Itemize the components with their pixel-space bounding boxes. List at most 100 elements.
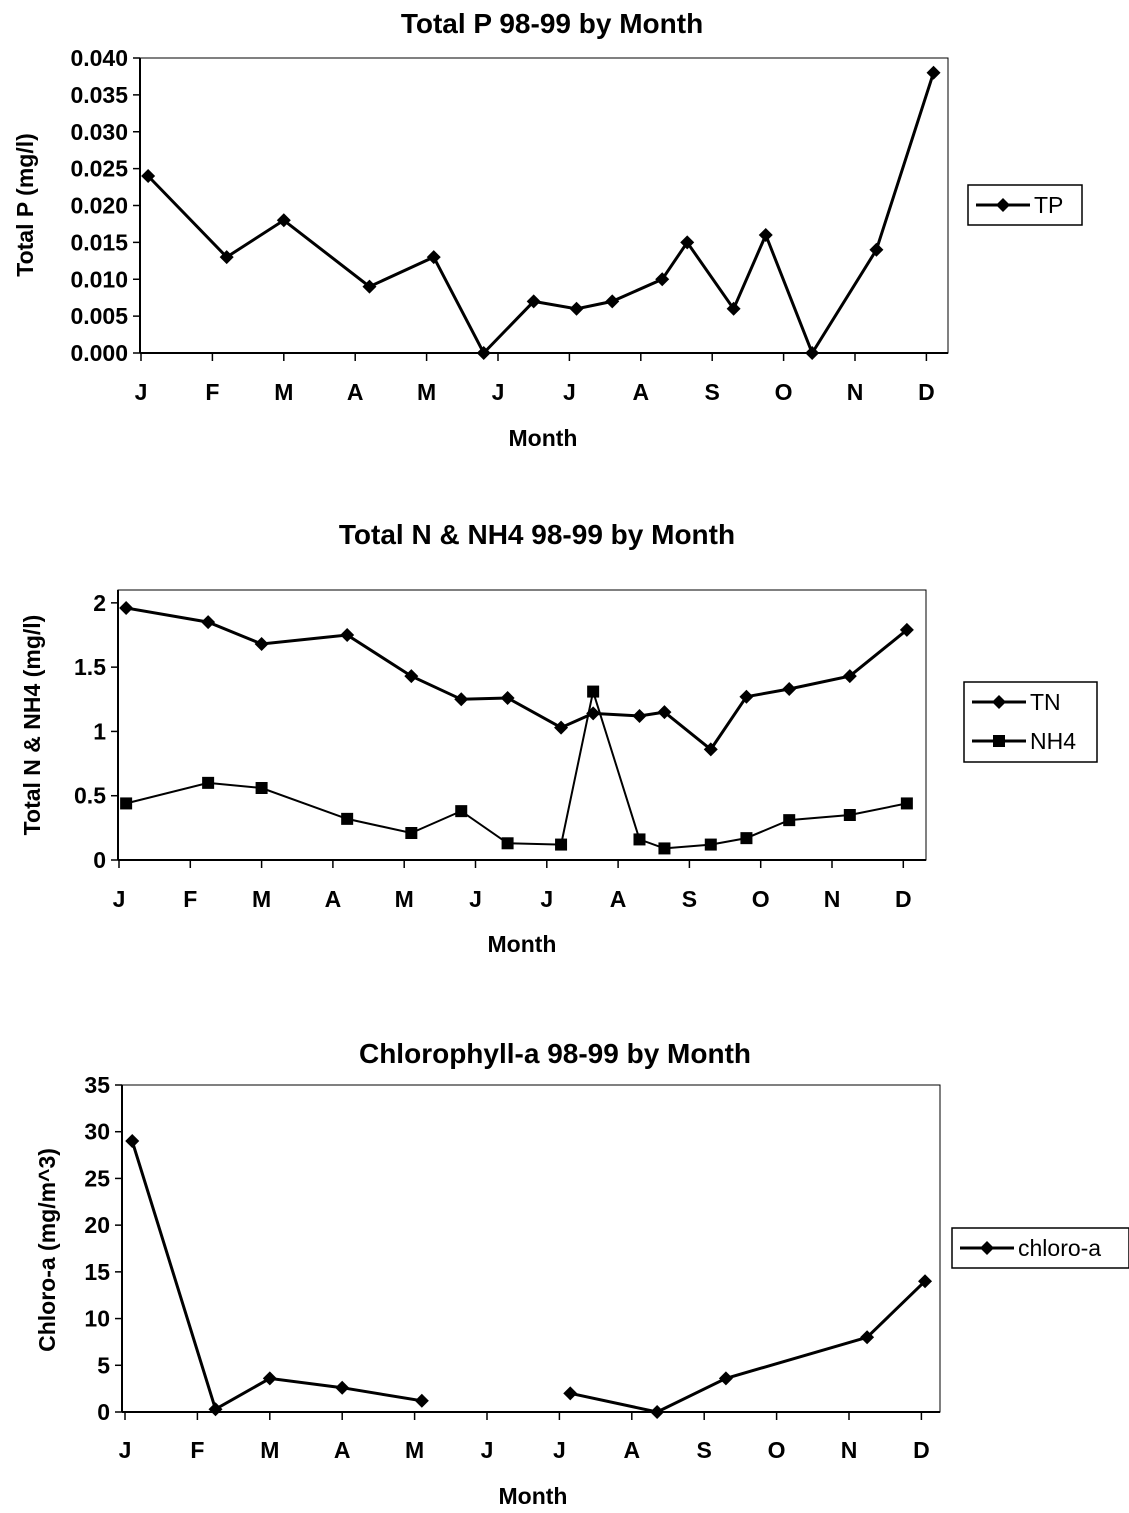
chart-title: Total P 98-99 by Month [401, 8, 703, 39]
x-tick-label: A [325, 886, 342, 912]
y-tick-label: 10 [84, 1306, 110, 1332]
data-point-NH4 [255, 782, 268, 794]
data-point-TP [926, 65, 941, 80]
data-point-TN [899, 622, 914, 637]
data-point-TN [632, 709, 647, 723]
data-point-TN [782, 682, 797, 696]
x-tick-label: M [274, 379, 293, 405]
y-axis-label: Total N & NH4 (mg/l) [19, 615, 45, 836]
x-tick-label: A [347, 379, 364, 405]
x-tick-label: J [469, 886, 482, 912]
data-point-TN [254, 637, 269, 651]
plot-area-frame [139, 57, 949, 354]
data-point-TN [201, 615, 216, 630]
x-tick-label: J [135, 379, 148, 405]
x-tick-label: A [623, 1437, 640, 1463]
data-point-TP [141, 169, 156, 183]
y-tick-label: 0.010 [70, 266, 128, 292]
data-point-TP [426, 250, 441, 265]
y-tick-label: 0.035 [70, 82, 128, 108]
x-axis-label: Month [499, 1483, 568, 1508]
series-line-TN [125, 606, 908, 752]
data-point-NH4 [455, 805, 468, 818]
legend-marker [993, 735, 1005, 747]
data-point-TN [739, 689, 754, 704]
x-tick-label: S [697, 1437, 712, 1463]
legend-label: chloro-a [1018, 1235, 1101, 1261]
data-point-NH4 [405, 827, 418, 839]
y-axis-label: Total P (mg/l) [12, 133, 38, 277]
series-line-chloro-a [569, 1280, 927, 1414]
x-tick-label: D [918, 379, 935, 405]
y-tick-label: 35 [84, 1072, 110, 1098]
x-tick-label: M [260, 1437, 279, 1463]
legend-marker [996, 198, 1010, 212]
x-tick-label: D [913, 1437, 930, 1463]
x-tick-label: J [553, 1437, 566, 1463]
x-tick-label: N [824, 886, 841, 912]
x-tick-label: J [540, 886, 553, 912]
data-point-chloro-a [335, 1380, 350, 1395]
data-point-chloro-a [918, 1274, 933, 1289]
x-tick-label: N [841, 1437, 858, 1463]
y-tick-label: 20 [84, 1212, 110, 1238]
data-point-chloro-a [860, 1330, 875, 1345]
data-point-chloro-a [563, 1386, 578, 1401]
x-tick-label: J [481, 1437, 494, 1463]
data-point-NH4 [501, 837, 514, 850]
y-tick-label: 0.015 [70, 229, 128, 255]
y-tick-label: 0.005 [70, 303, 128, 329]
data-point-chloro-a [650, 1405, 665, 1419]
data-point-NH4 [633, 833, 646, 846]
data-point-TP [726, 301, 741, 316]
chart-title: Chlorophyll-a 98-99 by Month [359, 1038, 751, 1069]
data-point-TN [703, 742, 718, 757]
legend-box [963, 681, 1098, 763]
data-point-NH4 [658, 842, 671, 855]
y-tick-label: 0.025 [70, 156, 128, 182]
x-tick-label: M [405, 1437, 424, 1463]
x-tick-label: O [752, 886, 770, 912]
data-point-NH4 [555, 838, 568, 851]
y-tick-label: 5 [97, 1352, 110, 1378]
y-tick-label: 25 [84, 1165, 110, 1191]
x-tick-label: A [334, 1437, 351, 1463]
data-point-TN [554, 720, 569, 735]
data-point-TN [404, 669, 419, 684]
data-point-NH4 [704, 838, 717, 851]
x-axis-label: Month [509, 425, 578, 451]
data-point-TP [869, 242, 884, 257]
plot-area-frame [121, 1084, 941, 1413]
data-point-TN [340, 628, 355, 642]
x-tick-label: J [492, 379, 505, 405]
y-tick-label: 0.000 [70, 340, 128, 366]
x-tick-label: D [895, 886, 912, 912]
data-point-TP [362, 279, 377, 294]
data-point-TN [842, 669, 857, 684]
data-point-TN [657, 705, 672, 720]
x-axis-label: Month [488, 931, 557, 957]
data-point-TP [526, 294, 541, 309]
x-tick-label: F [205, 379, 219, 405]
data-point-NH4 [843, 809, 856, 821]
chart-title: Total N & NH4 98-99 by Month [339, 519, 735, 550]
data-point-TP [805, 346, 820, 360]
data-point-TP [276, 213, 291, 228]
x-tick-label: S [705, 379, 720, 405]
series-line-chloro-a [130, 1140, 423, 1412]
x-tick-label: M [252, 886, 271, 912]
data-point-chloro-a [414, 1393, 429, 1408]
series-line-NH4 [125, 687, 908, 850]
y-tick-label: 15 [84, 1259, 110, 1285]
data-point-NH4 [740, 832, 753, 845]
legend-label: TP [1034, 192, 1063, 218]
x-tick-label: S [682, 886, 697, 912]
data-point-NH4 [783, 814, 796, 827]
data-point-TP [655, 272, 670, 287]
data-point-TP [219, 250, 234, 265]
x-tick-label: O [768, 1437, 786, 1463]
x-tick-label: O [775, 379, 793, 405]
series-line-TP [147, 72, 935, 357]
